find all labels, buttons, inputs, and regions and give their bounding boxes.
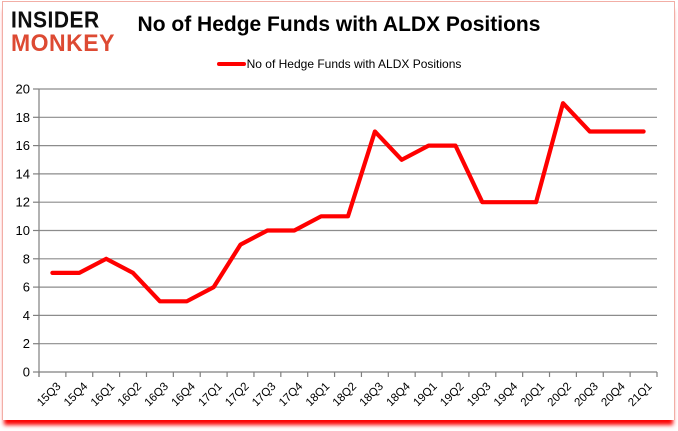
y-tick-label: 2 [23,336,30,351]
x-tick-label: 18Q2 [331,381,359,409]
series-line [50,101,646,304]
x-tick-label: 16Q1 [89,381,117,409]
x-tick-label: 18Q4 [384,380,413,409]
x-tick-label: 17Q1 [196,381,224,409]
y-tick-label: 4 [23,308,30,323]
x-tick-label: 18Q3 [358,381,386,409]
logo-text-insider: INSIDER [11,7,100,33]
x-tick-label: 20Q2 [546,381,574,409]
x-tick-label: 17Q2 [223,381,251,409]
x-tick-label: 19Q2 [438,381,466,409]
x-tick-label: 19Q4 [492,380,521,409]
insider-monkey-logo: INSIDER MONKEY [11,7,115,57]
y-tick-label: 10 [16,223,30,238]
x-tick-label: 17Q4 [277,380,306,409]
x-tick-label: 16Q4 [170,380,199,409]
x-tick-label: 19Q1 [411,381,439,409]
logo-text-monkey: MONKEY [11,28,115,57]
x-tick-label: 17Q3 [250,381,278,409]
legend-label: No of Hedge Funds with ALDX Positions [246,57,462,71]
x-tick-label: 16Q3 [143,381,171,409]
x-tick-label: 20Q3 [573,381,601,409]
y-tick-label: 12 [16,195,30,210]
x-tick-label: 19Q3 [465,381,493,409]
x-tick-label: 21Q1 [626,381,654,409]
y-tick-label: 18 [16,110,30,125]
x-tick-label: 15Q4 [62,380,91,409]
y-tick-label: 0 [23,365,30,380]
x-tick-label: 15Q3 [35,381,63,409]
y-tick-label: 14 [16,166,30,181]
y-tick-label: 8 [23,251,30,266]
x-tick-label: 20Q1 [519,381,547,409]
x-tick-label: 20Q4 [599,380,628,409]
chart-legend: No of Hedge Funds with ALDX Positions [0,57,678,71]
y-tick-label: 20 [16,82,30,97]
legend-line-swatch [216,61,246,67]
x-tick-label: 18Q1 [304,381,332,409]
y-tick-label: 16 [16,138,30,153]
x-tick-label: 16Q2 [116,381,144,409]
chart-title: No of Hedge Funds with ALDX Positions [137,13,541,36]
y-tick-label: 6 [23,280,30,295]
